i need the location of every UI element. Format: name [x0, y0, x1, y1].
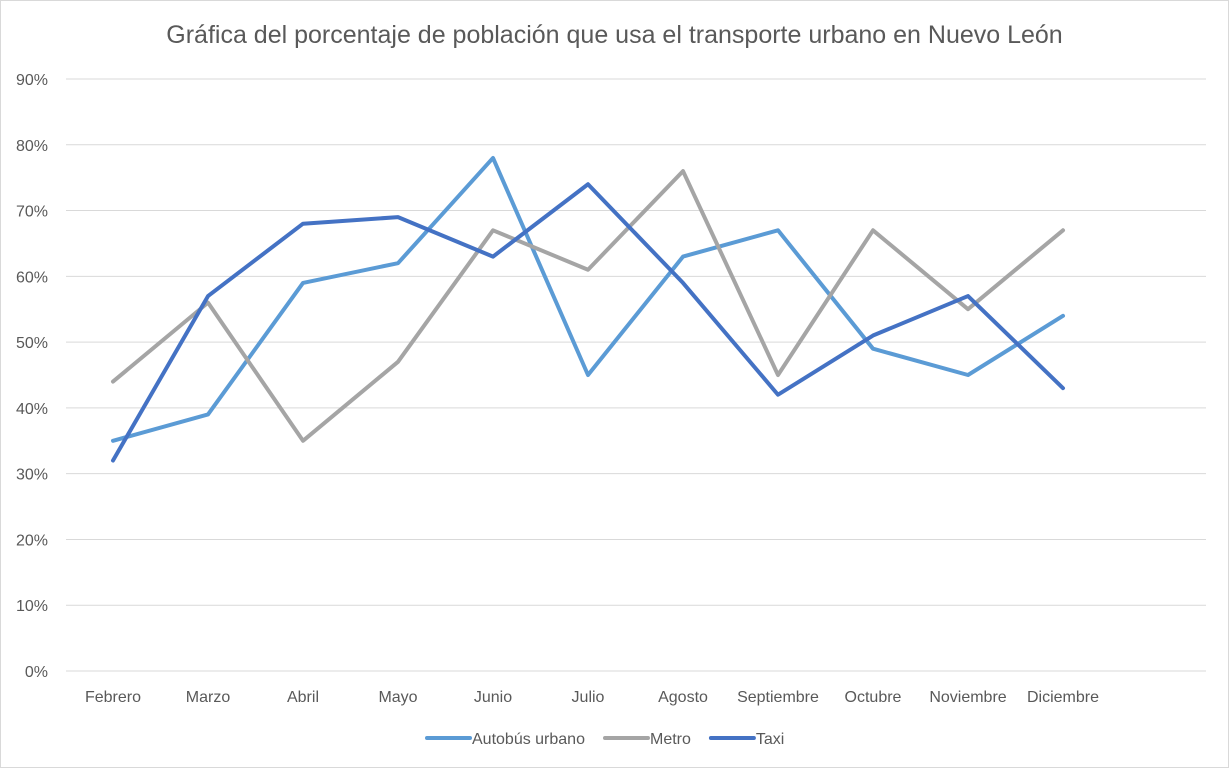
data-point: [492, 157, 494, 159]
legend-item: Taxi: [708, 731, 784, 748]
y-tick-label: 50%: [16, 335, 48, 352]
data-point: [777, 229, 779, 231]
data-point: [112, 440, 114, 442]
x-tick-label: Marzo: [186, 689, 231, 706]
data-point: [587, 269, 589, 271]
data-point: [1062, 315, 1064, 317]
data-point: [397, 216, 399, 218]
legend-item: Autobús urbano: [425, 731, 585, 748]
x-tick-label: Septiembre: [737, 689, 819, 706]
y-tick-label: 20%: [16, 532, 48, 549]
legend-item: Metro: [602, 731, 691, 748]
x-tick-label: Abril: [287, 689, 319, 706]
x-tick-label: Agosto: [658, 689, 708, 706]
x-axis-ticks: Febrero Marzo Abril Mayo Junio Julio Agosto Sep…: [85, 689, 1099, 706]
data-point: [1062, 229, 1064, 231]
data-point: [302, 223, 304, 225]
data-point: [207, 413, 209, 415]
data-point: [1062, 387, 1064, 389]
x-tick-label: Julio: [572, 689, 605, 706]
series-line: [111, 182, 1065, 463]
x-tick-label: Octubre: [845, 689, 902, 706]
data-point: [492, 229, 494, 231]
y-tick-label: 30%: [16, 467, 48, 484]
legend-label: Metro: [650, 731, 691, 748]
data-point: [967, 295, 969, 297]
series-lines: [111, 155, 1065, 463]
data-point: [682, 170, 684, 172]
data-point: [207, 302, 209, 304]
data-point: [397, 361, 399, 363]
data-point: [302, 282, 304, 284]
x-tick-label: Mayo: [378, 689, 417, 706]
y-tick-label: 80%: [16, 138, 48, 155]
data-point: [872, 348, 874, 350]
x-tick-label: Junio: [474, 689, 512, 706]
y-tick-label: 10%: [16, 598, 48, 615]
gridlines: [66, 78, 1206, 672]
data-point: [397, 262, 399, 264]
y-axis-ticks: 0% 10% 20% 30% 40% 50% 60% 70% 80% 90%: [16, 72, 48, 681]
series-line: [111, 155, 1065, 443]
data-point: [207, 295, 209, 297]
data-point: [967, 308, 969, 310]
y-tick-label: 0%: [25, 664, 48, 681]
legend-label: Autobús urbano: [472, 731, 585, 748]
data-point: [777, 374, 779, 376]
y-tick-label: 60%: [16, 269, 48, 286]
data-point: [682, 282, 684, 284]
y-tick-label: 40%: [16, 401, 48, 418]
data-point: [967, 374, 969, 376]
data-point: [112, 460, 114, 462]
y-tick-label: 90%: [16, 72, 48, 89]
data-point: [492, 256, 494, 258]
series-line: [111, 169, 1065, 443]
data-point: [112, 381, 114, 383]
y-tick-label: 70%: [16, 204, 48, 221]
data-point: [587, 374, 589, 376]
x-tick-label: Diciembre: [1027, 689, 1099, 706]
data-point: [302, 440, 304, 442]
x-tick-label: Febrero: [85, 689, 141, 706]
data-point: [682, 256, 684, 258]
legend-label: Taxi: [756, 731, 784, 748]
data-point: [872, 335, 874, 337]
legend: Autobús urbano Metro Taxi: [425, 731, 784, 748]
chart-title: Gráfica del porcentaje de población que …: [166, 21, 1063, 49]
data-point: [777, 394, 779, 396]
x-tick-label: Noviembre: [929, 689, 1006, 706]
data-point: [872, 229, 874, 231]
data-point: [587, 183, 589, 185]
